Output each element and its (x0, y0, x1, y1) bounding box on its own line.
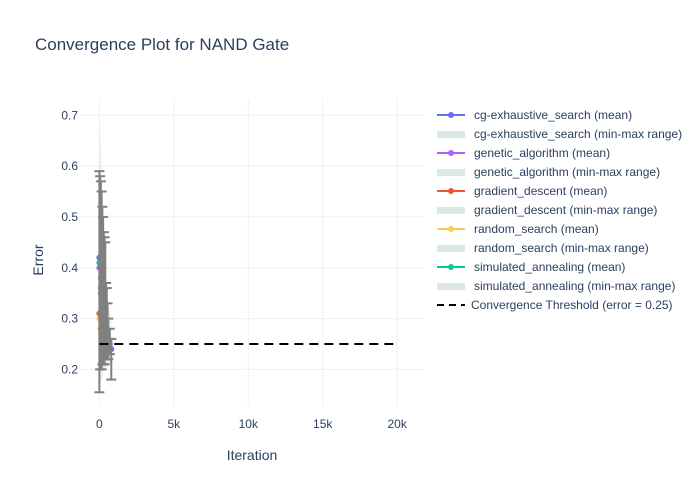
legend-swatch (437, 207, 465, 214)
legend-swatch (437, 131, 465, 138)
legend-marker (448, 188, 454, 194)
legend-label: simulated_annealing (min-max range) (474, 279, 675, 293)
y-tick-label: 0.2 (61, 362, 78, 376)
legend-item[interactable]: random_search (min-max range) (437, 241, 649, 255)
y-tick-label: 0.5 (61, 210, 78, 224)
legend-label: simulated_annealing (mean) (474, 260, 625, 274)
legend-item[interactable]: gradient_descent (mean) (437, 184, 607, 198)
legend-item[interactable]: cg-exhaustive_search (min-max range) (437, 127, 682, 141)
tick-labels: 0 5k 10k 15k 20k 0.2 0.3 0.4 0.5 0.6 0.7 (61, 108, 408, 431)
legend-label: genetic_algorithm (min-max range) (474, 165, 660, 179)
legend-item[interactable]: Convergence Threshold (error = 0.25) (437, 298, 673, 312)
legend-label: random_search (mean) (474, 222, 599, 236)
legend-item[interactable]: gradient_descent (min-max range) (437, 203, 657, 217)
legend-item[interactable]: genetic_algorithm (mean) (437, 146, 610, 160)
legend-label: gradient_descent (mean) (474, 184, 607, 198)
legend-swatch (437, 283, 465, 290)
legend-label: cg-exhaustive_search (mean) (474, 108, 632, 122)
chart-title: Convergence Plot for NAND Gate (35, 35, 289, 54)
legend-item[interactable]: cg-exhaustive_search (mean) (437, 108, 632, 122)
legend-label: cg-exhaustive_search (min-max range) (474, 127, 682, 141)
x-tick-label: 0 (96, 417, 103, 431)
y-tick-label: 0.7 (61, 108, 78, 122)
x-tick-label: 10k (239, 417, 259, 431)
legend-marker (448, 226, 454, 232)
legend-marker (448, 150, 454, 156)
legend-item[interactable]: random_search (mean) (437, 222, 599, 236)
grid (80, 100, 424, 405)
x-axis-title: Iteration (227, 447, 278, 463)
legend-item[interactable]: genetic_algorithm (min-max range) (437, 165, 660, 179)
legend-swatch (437, 245, 465, 252)
x-tick-label: 5k (167, 417, 181, 431)
x-tick-label: 15k (313, 417, 333, 431)
y-tick-label: 0.4 (61, 261, 78, 275)
legend-swatch (437, 169, 465, 176)
legend[interactable]: cg-exhaustive_search (mean) cg-exhaustive… (437, 108, 682, 312)
legend-label: genetic_algorithm (mean) (474, 146, 610, 160)
x-tick-label: 20k (388, 417, 408, 431)
y-axis-title: Error (30, 244, 46, 275)
legend-item[interactable]: simulated_annealing (mean) (437, 260, 625, 274)
legend-item[interactable]: simulated_annealing (min-max range) (437, 279, 675, 293)
error-bars (94, 170, 117, 394)
legend-label: random_search (min-max range) (474, 241, 649, 255)
legend-marker (448, 112, 454, 118)
y-tick-label: 0.6 (61, 159, 78, 173)
y-tick-label: 0.3 (61, 312, 78, 326)
legend-marker (448, 264, 454, 270)
legend-label: Convergence Threshold (error = 0.25) (471, 298, 673, 312)
legend-label: gradient_descent (min-max range) (474, 203, 657, 217)
